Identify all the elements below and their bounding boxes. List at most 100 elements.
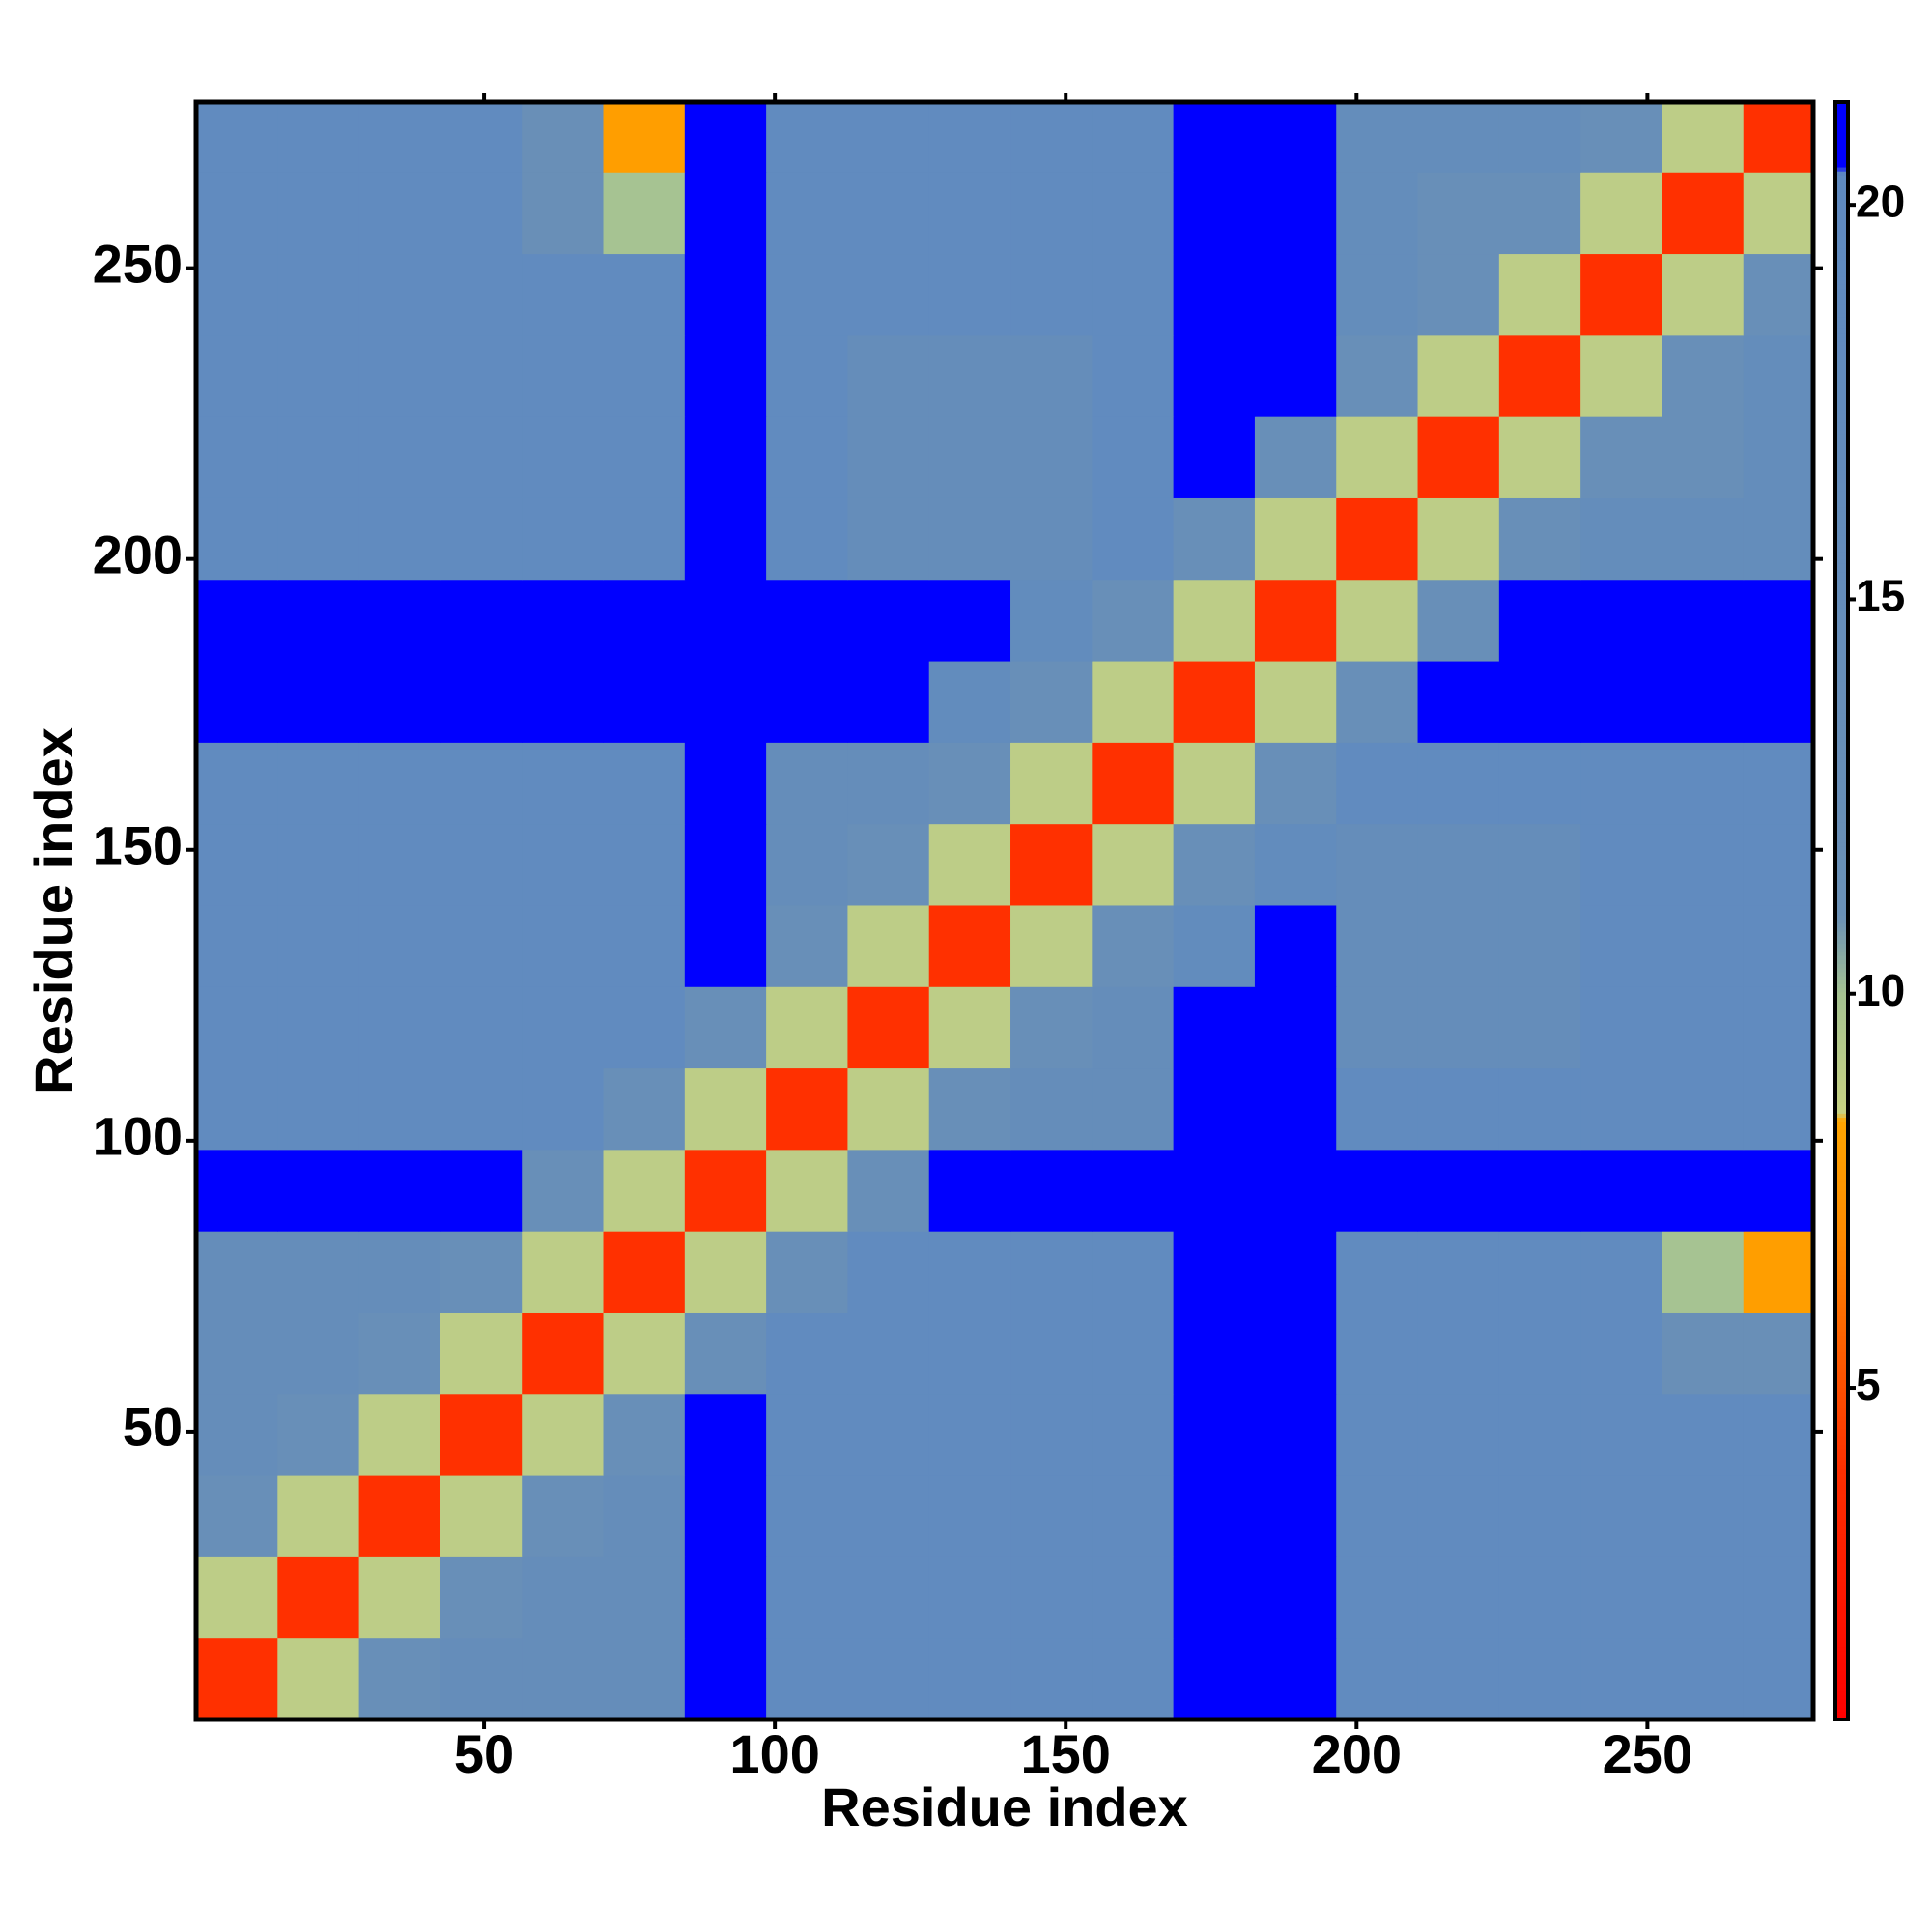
- heatmap-cell: [358, 497, 441, 581]
- colorbar-slice: [1835, 1165, 1848, 1171]
- heatmap-cell: [522, 102, 605, 173]
- heatmap-cell: [196, 1312, 278, 1395]
- colorbar-slice: [1835, 122, 1848, 128]
- colorbar-slice: [1835, 1274, 1848, 1280]
- colorbar-slice: [1835, 147, 1848, 152]
- heatmap-cell: [928, 1149, 1011, 1232]
- colorbar-slice: [1835, 377, 1848, 383]
- heatmap-cell: [1336, 334, 1419, 417]
- heatmap-cell: [358, 1149, 441, 1232]
- heatmap-cell: [1336, 1393, 1419, 1476]
- colorbar-slice: [1835, 1605, 1848, 1611]
- colorbar-slice: [1835, 227, 1848, 233]
- heatmap-cell: [1743, 1231, 1814, 1313]
- heatmap-cell: [440, 253, 523, 336]
- heatmap-cell: [1254, 742, 1337, 825]
- heatmap-cell: [684, 102, 767, 173]
- heatmap-cell: [766, 904, 848, 987]
- colorbar-slice: [1835, 1153, 1848, 1158]
- heatmap-cell: [1662, 986, 1745, 1069]
- colorbar-slice: [1835, 834, 1848, 839]
- colorbar-slice: [1835, 1703, 1848, 1709]
- colorbar-slice: [1835, 1137, 1848, 1143]
- heatmap-cell: [847, 1475, 930, 1557]
- colorbar-slice: [1835, 1602, 1848, 1607]
- heatmap-cell: [1580, 1637, 1662, 1720]
- colorbar-slice: [1835, 878, 1848, 884]
- heatmap-cell: [603, 416, 686, 498]
- colorbar-slice: [1835, 215, 1848, 220]
- colorbar-slice: [1835, 312, 1848, 318]
- colorbar-slice: [1835, 1213, 1848, 1219]
- colorbar-slice: [1835, 975, 1848, 980]
- heatmap-cell: [1662, 1556, 1745, 1639]
- colorbar-slice: [1835, 1298, 1848, 1304]
- colorbar-slice: [1835, 955, 1848, 960]
- colorbar-slice: [1835, 959, 1848, 965]
- x-tick-label: 150: [1021, 1723, 1111, 1784]
- colorbar-slice: [1835, 656, 1848, 662]
- colorbar-slice: [1835, 1565, 1848, 1571]
- colorbar-slice: [1835, 534, 1848, 540]
- heatmap-cell: [522, 1067, 605, 1151]
- colorbar-slice: [1835, 1428, 1848, 1434]
- heatmap-cell: [1336, 1637, 1419, 1720]
- heatmap-cell: [1336, 102, 1419, 173]
- heatmap-cell: [196, 904, 278, 987]
- colorbar-slice: [1835, 284, 1848, 290]
- heatmap-cell: [1743, 1475, 1814, 1557]
- colorbar-slice: [1835, 980, 1848, 984]
- colorbar-slice: [1835, 813, 1848, 819]
- colorbar-slice: [1835, 179, 1848, 185]
- colorbar-slice: [1835, 1517, 1848, 1522]
- heatmap-cell: [1662, 904, 1745, 987]
- colorbar-slice: [1835, 1121, 1848, 1126]
- colorbar-slice: [1835, 494, 1848, 499]
- heatmap-cell: [1010, 334, 1093, 417]
- heatmap-cell: [522, 823, 605, 906]
- colorbar-slice: [1835, 240, 1848, 245]
- colorbar-slice: [1835, 1557, 1848, 1563]
- colorbar-slice: [1835, 106, 1848, 111]
- colorbar-slice: [1835, 332, 1848, 338]
- colorbar-slice: [1835, 558, 1848, 564]
- heatmap-cell: [358, 1067, 441, 1151]
- heatmap-cell: [358, 986, 441, 1069]
- colorbar-slice: [1835, 171, 1848, 176]
- heatmap-cell: [928, 1475, 1011, 1557]
- colorbar-slice: [1835, 292, 1848, 298]
- colorbar-slice: [1835, 1581, 1848, 1587]
- colorbar-slice: [1835, 1359, 1848, 1365]
- heatmap-cell: [1743, 1556, 1814, 1639]
- colorbar-slice: [1835, 264, 1848, 270]
- heatmap-cell: [1336, 823, 1419, 906]
- heatmap-cell: [1417, 416, 1500, 498]
- colorbar-slice: [1835, 688, 1848, 694]
- colorbar-slice: [1835, 211, 1848, 216]
- colorbar-slice: [1835, 1174, 1848, 1179]
- colorbar-slice: [1835, 1347, 1848, 1352]
- colorbar-slice: [1835, 151, 1848, 156]
- colorbar-slice: [1835, 389, 1848, 394]
- heatmap-cell: [1743, 1149, 1814, 1232]
- colorbar-slice: [1835, 639, 1848, 645]
- heatmap-cell: [1173, 742, 1256, 825]
- heatmap-cell: [847, 904, 930, 987]
- colorbar-slice: [1835, 1520, 1848, 1526]
- colorbar-slice: [1835, 1096, 1848, 1102]
- heatmap-cell: [928, 579, 1011, 662]
- colorbar-slice: [1835, 583, 1848, 588]
- heatmap-cell: [1092, 1475, 1175, 1557]
- heatmap-cell: [1010, 579, 1093, 662]
- heatmap-cell: [1498, 1556, 1581, 1639]
- colorbar-slice: [1835, 599, 1848, 605]
- heatmap-cell: [1662, 1067, 1745, 1151]
- x-tick-label: 50: [454, 1723, 514, 1784]
- colorbar-slice: [1835, 947, 1848, 952]
- heatmap-cell: [196, 1475, 278, 1557]
- heatmap-cell: [1743, 579, 1814, 662]
- heatmap-cell: [440, 497, 523, 581]
- heatmap-cell: [440, 416, 523, 498]
- colorbar-slice: [1835, 862, 1848, 867]
